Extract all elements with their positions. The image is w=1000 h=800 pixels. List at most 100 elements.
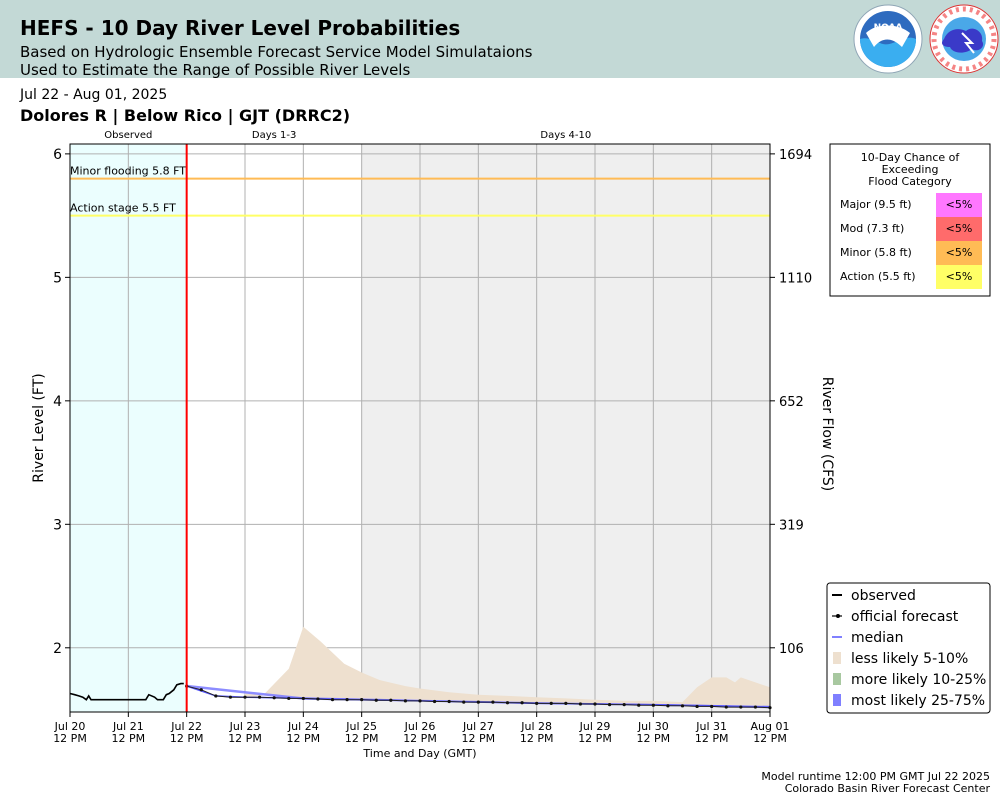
x-tick-day-label: Jul 22 bbox=[170, 720, 202, 733]
region-label: Days 1-3 bbox=[252, 130, 296, 141]
official-forecast-point bbox=[695, 704, 699, 709]
y-tick-label: 4 bbox=[53, 394, 62, 410]
page-title: HEFS - 10 Day River Level Probabilities bbox=[20, 16, 461, 40]
official-forecast-point bbox=[199, 688, 203, 692]
x-tick-time-label: 12 PM bbox=[520, 732, 554, 745]
chance-table-title: Exceeding bbox=[882, 163, 939, 176]
y-right-tick-label: 652 bbox=[779, 395, 804, 410]
official-forecast-point bbox=[243, 695, 247, 699]
official-forecast-point bbox=[330, 698, 335, 702]
y-right-tick-label: 1110 bbox=[779, 271, 812, 286]
chance-row-label: Action (5.5 ft) bbox=[840, 270, 916, 283]
x-tick-day-label: Jul 30 bbox=[637, 720, 669, 733]
official-forecast-point bbox=[593, 702, 597, 706]
official-forecast-point bbox=[739, 705, 743, 709]
x-tick-time-label: 12 PM bbox=[753, 732, 787, 745]
region-label: Days 4-10 bbox=[540, 130, 591, 141]
official-forecast-point bbox=[389, 698, 393, 702]
official-forecast-point bbox=[491, 700, 495, 704]
chance-row-value: <5% bbox=[946, 246, 973, 259]
official-forecast-point bbox=[228, 695, 233, 699]
chance-row-value: <5% bbox=[946, 198, 973, 211]
official-forecast-point bbox=[418, 699, 422, 703]
nws-logo bbox=[929, 4, 999, 74]
x-tick-time-label: 12 PM bbox=[578, 732, 612, 745]
x-tick-day-label: Jul 24 bbox=[287, 720, 319, 733]
page-subtitle-2: Used to Estimate the Range of Possible R… bbox=[20, 61, 411, 79]
official-forecast-point bbox=[666, 704, 670, 708]
y-right-axis-label: River Flow (CFS) bbox=[819, 377, 835, 492]
legend-box bbox=[826, 582, 991, 714]
station-name: Dolores R | Below Rico | GJT (DRRC2) bbox=[20, 106, 351, 125]
chance-row-label: Mod (7.3 ft) bbox=[840, 222, 904, 235]
official-forecast-point bbox=[374, 698, 378, 702]
official-forecast-point bbox=[462, 700, 466, 704]
official-forecast-point bbox=[360, 698, 364, 702]
x-tick-day-label: Jul 26 bbox=[404, 720, 436, 733]
official-forecast-point bbox=[564, 701, 568, 705]
y-tick-label: 3 bbox=[53, 517, 62, 533]
official-forecast-point bbox=[301, 696, 305, 701]
official-forecast-point bbox=[505, 701, 510, 705]
less-likely-band bbox=[245, 626, 770, 709]
official-forecast-point bbox=[622, 702, 626, 707]
official-forecast-point bbox=[476, 700, 480, 704]
days4-10-region-shade bbox=[361, 144, 770, 712]
x-tick-day-label: Jul 20 bbox=[54, 720, 86, 733]
x-tick-day-label: Jul 25 bbox=[345, 720, 377, 733]
x-tick-time-label: 12 PM bbox=[170, 732, 204, 745]
chance-table-title: Flood Category bbox=[868, 175, 952, 188]
observed-line bbox=[69, 682, 184, 701]
x-tick-time-label: 12 PM bbox=[228, 732, 262, 745]
official-forecast-point bbox=[214, 694, 218, 698]
y-tick-label: 2 bbox=[53, 641, 62, 657]
action-threshold-label: Action stage 5.5 FT bbox=[70, 202, 176, 215]
official-forecast-point bbox=[724, 705, 728, 709]
x-tick-time-label: 12 PM bbox=[345, 732, 379, 745]
legend-swatch-more bbox=[833, 673, 841, 685]
forecast-center: Colorado Basin River Forecast Center bbox=[784, 782, 990, 795]
official-forecast-point bbox=[535, 701, 539, 705]
y-tick-label: 6 bbox=[53, 147, 62, 163]
x-tick-time-label: 12 PM bbox=[112, 732, 146, 745]
x-tick-time-label: 12 PM bbox=[462, 732, 496, 745]
official-forecast-point bbox=[520, 701, 524, 705]
official-forecast-point bbox=[680, 704, 685, 708]
x-tick-time-label: 12 PM bbox=[53, 732, 87, 745]
official-forecast-point bbox=[651, 703, 655, 707]
official-forecast-point bbox=[345, 698, 349, 702]
official-forecast-point bbox=[549, 701, 553, 705]
legend-swatch-less bbox=[833, 652, 841, 664]
official-forecast-point bbox=[316, 697, 320, 701]
noaa-logo-text: NOAA bbox=[874, 23, 903, 33]
chance-row-cell bbox=[936, 265, 982, 289]
official-forecast-point bbox=[257, 695, 262, 699]
page-subtitle: Based on Hydrologic Ensemble Forecast Se… bbox=[20, 43, 533, 61]
y-axis-label: River Level (FT) bbox=[31, 373, 47, 482]
header-banner: HEFS - 10 Day River Level Probabilities … bbox=[0, 0, 1000, 79]
chance-row-cell bbox=[936, 193, 982, 217]
date-range: Jul 22 - Aug 01, 2025 bbox=[20, 87, 168, 103]
official-forecast-point bbox=[272, 696, 276, 700]
legend-swatch-official-point bbox=[836, 614, 840, 618]
official-forecast-point bbox=[447, 699, 451, 704]
legend-label: official forecast bbox=[851, 609, 959, 625]
region-label: Observed bbox=[104, 130, 152, 141]
legend-swatch-most bbox=[833, 694, 841, 706]
official-forecast-point bbox=[578, 702, 583, 706]
chance-row-value: <5% bbox=[946, 270, 973, 283]
x-tick-day-label: Jul 21 bbox=[112, 720, 144, 733]
official-forecast-point bbox=[432, 699, 437, 704]
y-right-tick-label: 319 bbox=[779, 518, 804, 533]
legend-label: less likely 5-10% bbox=[851, 651, 968, 667]
official-forecast-point bbox=[753, 705, 758, 709]
noaa-logo: NOAA bbox=[853, 4, 923, 74]
legend-label: observed bbox=[851, 588, 916, 604]
y-right-tick-label: 1694 bbox=[779, 148, 812, 163]
official-forecast-point bbox=[287, 696, 291, 701]
legend-label: more likely 10-25% bbox=[851, 672, 986, 688]
x-tick-day-label: Jul 23 bbox=[229, 720, 261, 733]
chance-row-cell bbox=[936, 241, 982, 265]
chance-row-label: Minor (5.8 ft) bbox=[840, 246, 912, 259]
